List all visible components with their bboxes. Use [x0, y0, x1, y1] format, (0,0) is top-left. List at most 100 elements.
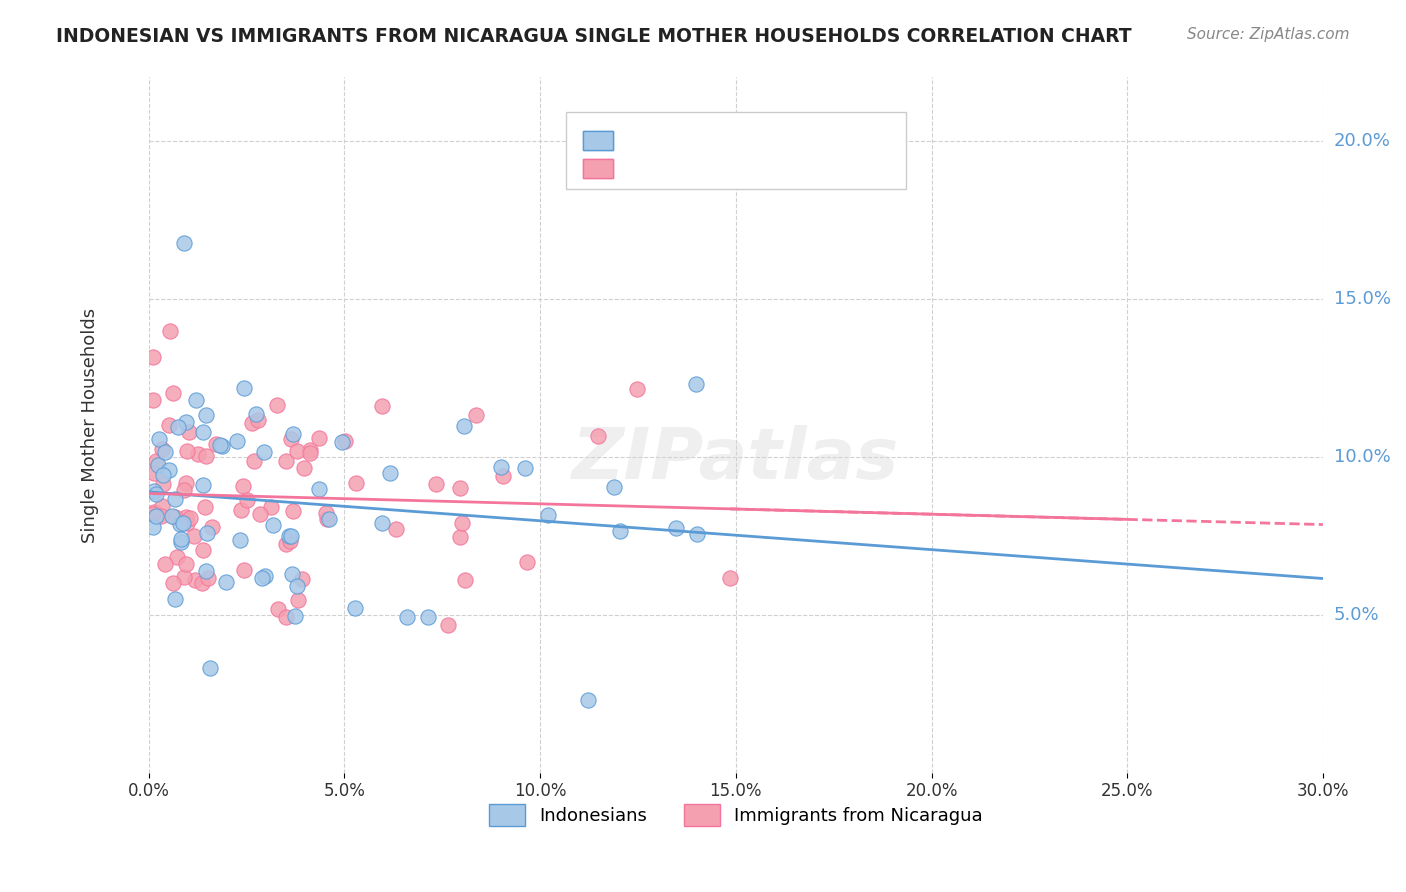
Point — [165, 592, 187, 607]
Point — [298, 443, 321, 458]
Point — [451, 516, 474, 530]
Point — [665, 521, 688, 535]
Text: INDONESIAN VS IMMIGRANTS FROM NICARAGUA SINGLE MOTHER HOUSEHOLDS CORRELATION CHA: INDONESIAN VS IMMIGRANTS FROM NICARAGUA … — [56, 27, 1132, 45]
Point — [172, 516, 194, 530]
Point — [718, 571, 741, 585]
Point — [174, 510, 197, 524]
Point — [576, 693, 599, 707]
Point — [276, 537, 298, 551]
Point — [145, 454, 167, 468]
Point — [194, 500, 217, 515]
Point — [283, 504, 305, 518]
Point — [165, 492, 187, 507]
Point — [280, 432, 302, 446]
Point — [492, 468, 515, 483]
Point — [200, 661, 222, 675]
Point — [142, 507, 165, 521]
Point — [685, 377, 707, 392]
Point — [191, 576, 214, 591]
Point — [262, 518, 284, 533]
Point — [335, 434, 357, 448]
Point — [173, 483, 195, 497]
Point — [153, 444, 176, 458]
Text: R = -0.261   N = 78: R = -0.261 N = 78 — [621, 159, 783, 177]
Point — [174, 416, 197, 430]
Point — [626, 383, 648, 397]
Point — [200, 520, 222, 534]
Point — [209, 438, 232, 452]
Text: 5.0%: 5.0% — [1334, 606, 1379, 624]
Text: Source: ZipAtlas.com: Source: ZipAtlas.com — [1187, 27, 1350, 42]
Point — [250, 571, 273, 585]
Point — [194, 449, 217, 463]
Point — [150, 442, 173, 457]
Point — [299, 446, 322, 460]
Point — [537, 508, 560, 522]
Point — [609, 524, 631, 538]
Point — [316, 512, 339, 526]
Point — [240, 416, 263, 430]
Point — [287, 593, 309, 607]
Point — [184, 393, 207, 408]
Point — [385, 522, 408, 536]
Point — [243, 454, 266, 468]
Point — [145, 508, 167, 523]
Point — [215, 574, 238, 589]
Point — [378, 466, 401, 480]
Point — [166, 549, 188, 564]
Text: ZIPatlas: ZIPatlas — [572, 425, 900, 494]
Point — [145, 487, 167, 501]
Point — [318, 512, 340, 526]
Point — [274, 454, 297, 468]
Point — [146, 458, 169, 472]
Point — [142, 520, 165, 534]
Point — [177, 425, 200, 439]
Point — [253, 445, 276, 459]
Point — [686, 527, 709, 541]
Point — [162, 576, 184, 591]
Point — [204, 437, 226, 451]
Point — [150, 499, 173, 513]
Point — [143, 466, 166, 480]
Point — [183, 529, 205, 543]
Point — [233, 381, 256, 395]
Point — [254, 569, 277, 583]
Point — [163, 510, 186, 524]
FancyBboxPatch shape — [583, 159, 613, 178]
Point — [211, 440, 233, 454]
Point — [280, 528, 302, 542]
Point — [194, 408, 217, 422]
Point — [315, 506, 337, 520]
Point — [148, 432, 170, 446]
Point — [453, 419, 475, 434]
Point — [152, 467, 174, 482]
Text: Single Mother Households: Single Mother Households — [82, 308, 98, 542]
Point — [173, 235, 195, 250]
Point — [176, 516, 198, 530]
Point — [152, 476, 174, 491]
Point — [228, 533, 250, 548]
Point — [465, 408, 488, 422]
Point — [344, 475, 367, 490]
Point — [179, 511, 201, 525]
Point — [396, 610, 419, 624]
Point — [162, 386, 184, 401]
Text: 15.0%: 15.0% — [1334, 290, 1391, 308]
Text: R = -0.182   N = 61: R = -0.182 N = 61 — [621, 131, 785, 149]
Point — [491, 460, 513, 475]
Point — [285, 579, 308, 593]
Point — [226, 434, 249, 448]
Point — [176, 475, 198, 490]
Point — [370, 399, 392, 413]
Point — [246, 413, 269, 427]
Point — [278, 529, 301, 543]
Legend: Indonesians, Immigrants from Nicaragua: Indonesians, Immigrants from Nicaragua — [482, 797, 990, 833]
Point — [290, 572, 312, 586]
Point — [330, 435, 353, 450]
Point — [449, 530, 471, 544]
Point — [183, 573, 205, 587]
Point — [142, 350, 165, 364]
Point — [308, 430, 330, 444]
Point — [280, 566, 302, 581]
FancyBboxPatch shape — [583, 131, 613, 151]
